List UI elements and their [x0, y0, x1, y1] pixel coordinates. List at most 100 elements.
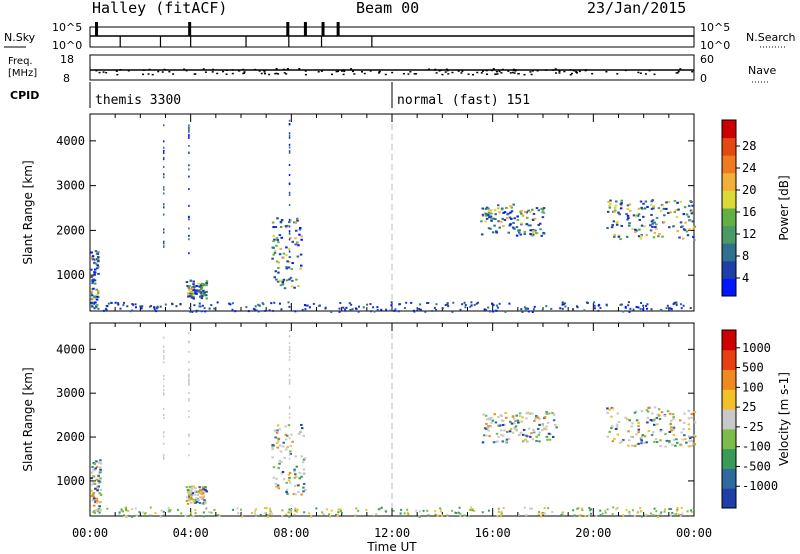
power-panel-f4-26 [606, 210, 610, 213]
power-panel-f0-31 [91, 255, 95, 258]
power-panel-gs-125 [627, 304, 630, 307]
velocity-panel-streak-1-22 [188, 332, 190, 335]
power-panel-streak-1-17 [188, 144, 190, 147]
power-panel-streak-0-3 [162, 176, 165, 179]
velocity-panel-gs-219 [169, 508, 172, 511]
power-panel-gs-238 [198, 302, 201, 305]
power-panel-gs-160 [642, 308, 645, 311]
power-panel-gs-52 [357, 310, 360, 313]
power-panel-f3-32 [517, 229, 520, 232]
power-panel-f2-46 [277, 241, 280, 244]
power-panel-f4-9 [684, 221, 687, 224]
velocity-panel-gs-253 [636, 511, 639, 514]
power-panel-cb-swatch-0 [722, 278, 736, 297]
velocity-panel-cb-swatch-3 [722, 428, 736, 450]
velocity-panel-gs-211 [436, 514, 439, 517]
nave-dot-124 [225, 73, 228, 75]
power-panel-f0-37 [95, 288, 98, 291]
velocity-panel-gs-43 [321, 511, 324, 514]
velocity-panel-f3-48 [521, 433, 525, 436]
power-panel-f2-21 [291, 240, 295, 243]
velocity-panel-f3-62 [514, 428, 517, 431]
velocity-panel-gs-251 [669, 514, 672, 517]
power-panel-gs-228 [288, 305, 291, 308]
power-panel-gs-149 [198, 305, 201, 308]
power-panel-gs-57 [155, 307, 158, 310]
power-panel-gs-227 [564, 305, 567, 308]
velocity-panel-f0-39 [97, 461, 100, 464]
power-panel-streak-0-13 [162, 146, 165, 149]
velocity-panel-f1-58 [202, 490, 206, 493]
power-panel-gs-144 [193, 304, 196, 307]
velocity-panel-f4-142 [665, 439, 669, 442]
nave-dot-123 [211, 68, 214, 71]
velocity-panel-gs-105 [500, 510, 503, 513]
velocity-panel-f2-30 [275, 430, 278, 433]
power-panel-f4-119 [611, 224, 614, 227]
noise-right-tick-bottom: 10^0 [700, 39, 730, 52]
power-panel-gs-255 [398, 303, 401, 306]
power-panel-f4-147 [626, 204, 630, 207]
nave-dot-113 [563, 70, 566, 73]
nave-dot-21 [584, 69, 587, 72]
velocity-panel-gs-258 [339, 508, 342, 511]
velocity-panel-gs-131 [427, 514, 430, 517]
power-panel-f3-38 [484, 220, 487, 223]
power-panel-gs-168 [680, 307, 683, 310]
power-panel-f1-58 [200, 286, 204, 289]
velocity-panel-f4-61 [640, 442, 643, 445]
power-panel-gs-33 [620, 303, 623, 306]
power-panel-f4-105 [634, 228, 637, 231]
freq-tick-top: 18 [60, 53, 74, 66]
power-panel-streak-0-23 [162, 203, 165, 206]
velocity-panel-f4-147 [690, 439, 694, 442]
power-panel-gs-208 [441, 307, 444, 310]
nave-dot-53 [363, 72, 366, 75]
velocity-panel-f4-94 [692, 434, 695, 437]
power-panel-f2-78 [271, 246, 275, 249]
power-panel-f3-73 [502, 211, 505, 214]
power-panel-f2-86 [299, 226, 302, 229]
power-panel-streak-1-13 [188, 252, 190, 255]
velocity-panel-f3-83 [511, 415, 515, 418]
velocity-panel-f2-73 [285, 490, 288, 493]
power-panel-gs-256 [195, 309, 198, 312]
velocity-panel-gs-41 [308, 512, 311, 515]
power-panel-gs-242 [110, 301, 113, 304]
velocity-panel-streak-2-24 [288, 335, 291, 338]
velocity-panel-f2-59 [279, 450, 283, 453]
velocity-panel-gs-33 [677, 513, 680, 516]
velocity-panel-gs-210 [680, 506, 683, 509]
velocity-panel-gs-181 [281, 515, 284, 518]
power-panel-f2-72 [285, 224, 289, 227]
velocity-panel-gs-199 [328, 513, 331, 516]
nave-dot-103 [653, 73, 656, 76]
power-panel-cb-tick-1: 8 [742, 249, 749, 263]
velocity-panel-gs-244 [263, 507, 266, 510]
velocity-panel-f3-64 [504, 411, 507, 414]
velocity-panel-streak-0-14 [162, 392, 165, 395]
velocity-panel-gs-100 [232, 508, 235, 511]
velocity-panel-f3-37 [515, 414, 518, 417]
velocity-panel-f4-43 [646, 416, 650, 419]
power-panel-f2-41 [271, 257, 274, 260]
velocity-panel-f4-29 [690, 444, 694, 447]
power-panel-f0-22 [97, 266, 100, 269]
velocity-panel-f3-61 [487, 429, 490, 432]
power-panel-gs-167 [632, 308, 635, 311]
velocity-panel-f3-82 [500, 433, 503, 436]
velocity-panel-f4-88 [664, 445, 667, 448]
velocity-panel-gs-226 [469, 506, 472, 509]
power-panel-f4-10 [634, 231, 637, 234]
power-panel-gs-59 [93, 302, 96, 305]
power-panel-gs-122 [675, 303, 678, 306]
velocity-panel-f4-9 [687, 427, 691, 430]
nave-dot-128 [514, 69, 517, 71]
nave-dot-105 [624, 69, 627, 72]
velocity-panel-f0-17 [93, 497, 96, 500]
velocity-panel-gs-129 [168, 510, 171, 513]
velocity-panel-streak-2-16 [288, 437, 291, 440]
power-panel-f0-47 [90, 304, 93, 307]
velocity-panel-f4-62 [684, 438, 687, 441]
power-panel-gs-178 [504, 310, 507, 313]
